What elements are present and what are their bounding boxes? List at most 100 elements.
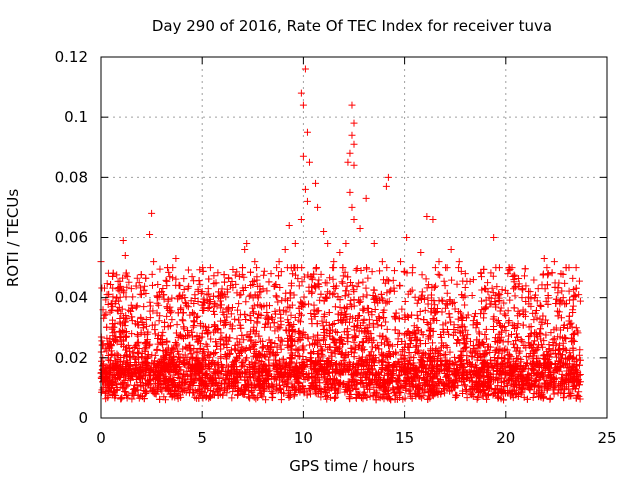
data-point [463,394,471,402]
data-point [267,388,275,396]
data-point [482,325,490,333]
data-point [231,315,239,323]
data-point [530,276,538,284]
data-point [431,301,439,309]
data-point [151,351,159,359]
data-point [429,339,437,347]
data-point [332,282,340,290]
data-point [572,324,580,332]
data-point [451,305,459,313]
data-point [374,321,382,329]
data-point [543,264,551,272]
data-point [446,313,454,321]
data-point [125,278,133,286]
data-point [515,275,523,283]
data-point [440,351,448,359]
data-point [468,291,476,299]
data-point [353,265,361,273]
data-point [305,386,313,394]
data-point [543,320,551,328]
data-point [552,324,560,332]
data-point [257,337,265,345]
data-point [299,353,307,361]
data-point [233,268,241,276]
data-point [160,393,168,401]
data-point [395,314,403,322]
data-point [159,284,167,292]
data-point [129,349,137,357]
data-point [382,334,390,342]
data-point [504,289,512,297]
data-point [217,304,225,312]
data-point [323,395,331,403]
data-point [413,299,421,307]
data-point [191,393,199,401]
data-point [180,285,188,293]
data-point [564,324,572,332]
data-point [128,317,136,325]
data-point [529,393,537,401]
data-point [511,292,519,300]
data-point [151,330,159,338]
data-point [194,312,202,320]
data-point [330,289,338,297]
data-point [155,317,163,325]
data-point [467,337,475,345]
data-point [488,284,496,292]
data-point [383,336,391,344]
data-point [443,356,451,364]
data-point [277,268,285,276]
data-point [436,271,444,279]
data-point [497,304,505,312]
data-point [245,292,253,300]
data-point [453,280,461,288]
data-point [134,332,142,340]
data-point [565,287,573,295]
data-point [398,305,406,313]
data-point [483,335,491,343]
data-point [575,277,583,285]
data-point [298,311,306,319]
data-point [227,310,235,318]
data-point [448,276,456,284]
data-point [521,272,529,280]
data-point [457,309,465,317]
data-point [180,275,188,283]
data-point [215,375,223,383]
data-point [347,296,355,304]
data-point [235,272,243,280]
data-point [359,369,367,377]
data-point [442,350,450,358]
data-point [500,310,508,318]
data-point [141,282,149,290]
data-point [514,320,522,328]
data-point [178,316,186,324]
data-point [478,306,486,314]
data-point [184,266,192,274]
data-point [418,271,426,279]
data-point [416,307,424,315]
data-point [542,316,550,324]
data-point [569,302,577,310]
data-point [345,367,353,375]
data-point [123,283,131,291]
data-point [146,314,154,322]
data-point [272,374,280,382]
data-point [512,330,520,338]
data-point [148,270,156,278]
data-point [200,355,208,363]
data-point [364,274,372,282]
data-point [319,352,327,360]
data-point [366,393,374,401]
data-point [504,307,512,315]
data-point [173,321,181,329]
data-point [273,264,281,272]
data-point [282,326,290,334]
chart-title: Day 290 of 2016, Rate Of TEC Index for r… [152,17,552,35]
data-point [376,267,384,275]
data-point [478,297,486,305]
data-point [172,275,180,283]
data-point [414,315,422,323]
data-point [262,353,270,361]
